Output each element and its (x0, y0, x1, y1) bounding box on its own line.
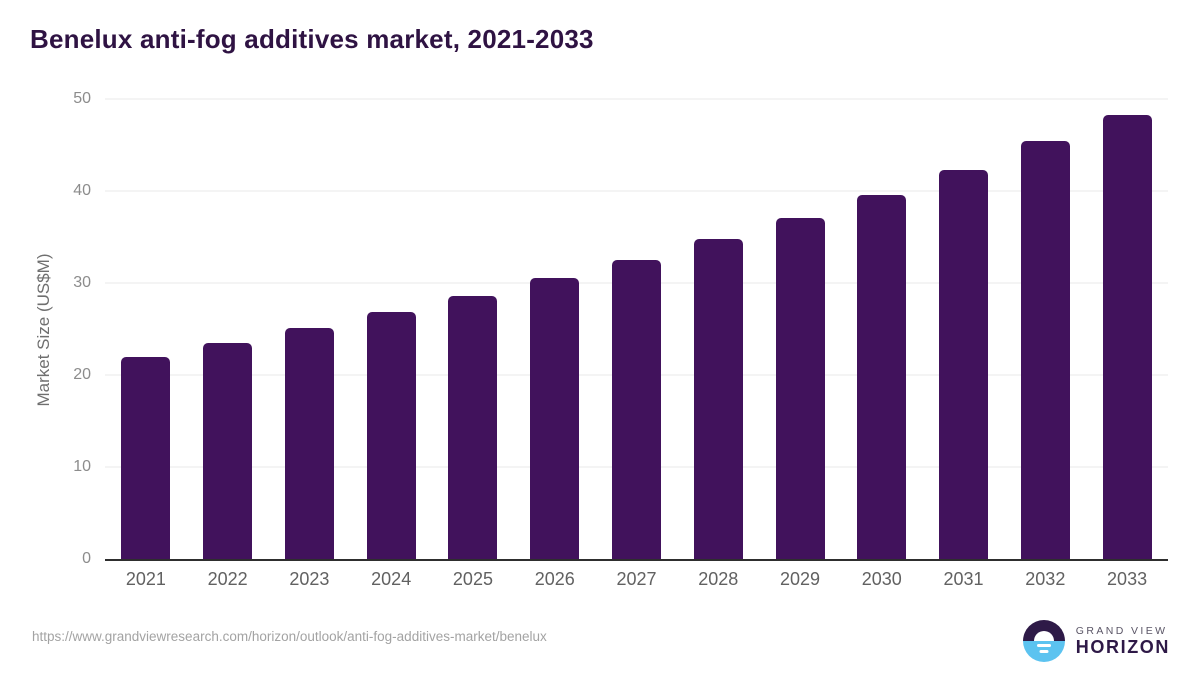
bar-2025 (448, 295, 498, 559)
y-tick-label: 30 (73, 274, 91, 291)
x-tick-label: 2028 (698, 569, 739, 589)
x-tick-label: 2023 (289, 569, 330, 589)
bar-slot (187, 99, 269, 559)
bar-slot (1004, 99, 1086, 559)
sun-reflection-line (1036, 644, 1051, 647)
bar-slot (596, 99, 678, 559)
x-tick-slot: 2027 (596, 569, 678, 590)
bar-slot (923, 99, 1005, 559)
bar-2024 (366, 312, 416, 559)
plot-area: 0 10 20 30 40 50 (73, 90, 1168, 567)
x-tick-slot: 2025 (432, 569, 514, 590)
logo-product-name: HORIZON (1075, 636, 1170, 657)
grand-view-horizon-logo: GRAND VIEW HORIZON (1022, 620, 1170, 662)
bar-slot (841, 99, 923, 559)
bar-slot (759, 99, 841, 559)
x-tick-slot: 2023 (269, 569, 351, 590)
x-tick-slot: 2026 (514, 569, 596, 590)
bar-2033 (1102, 114, 1152, 559)
y-tick-label: 10 (73, 458, 91, 475)
bar-slot (432, 99, 514, 559)
x-tick-slot: 2032 (1004, 569, 1086, 590)
bar-2022 (203, 342, 253, 559)
y-tick-label: 50 (73, 90, 91, 107)
y-tick-label: 40 (73, 182, 91, 199)
bar-2027 (611, 260, 661, 559)
bar-slot (269, 99, 351, 559)
bar-2030 (857, 194, 907, 559)
horizon-sun-icon (1022, 620, 1065, 662)
bar-2031 (939, 169, 989, 559)
x-tick-slot: 2031 (923, 569, 1005, 590)
bar-slot (514, 99, 596, 559)
x-tick-label: 2024 (371, 569, 412, 589)
chart-title: Benelux anti-fog additives market, 2021-… (30, 24, 594, 54)
gridline (105, 98, 1168, 100)
x-tick-slot: 2022 (187, 569, 269, 590)
bar-slot (105, 99, 187, 559)
x-tick-label: 2022 (207, 569, 248, 589)
sun-reflection-line (1039, 650, 1049, 653)
x-tick-label: 2030 (861, 569, 902, 589)
x-tick-label: 2032 (1025, 569, 1066, 589)
gridline (105, 190, 1168, 192)
bar-2023 (284, 328, 334, 559)
x-tick-label: 2021 (125, 569, 166, 589)
logo-text: GRAND VIEW HORIZON (1076, 625, 1170, 658)
y-tick-label: 20 (73, 366, 91, 383)
bar-slot (677, 99, 759, 559)
sun-shape (1033, 631, 1054, 641)
y-tick-label: 0 (82, 550, 91, 567)
x-tick-slot: 2028 (677, 569, 759, 590)
x-tick-slot: 2024 (350, 569, 432, 590)
logo-brand-name: GRAND VIEW (1075, 624, 1168, 637)
x-tick-label: 2027 (616, 569, 657, 589)
x-tick-slot: 2029 (759, 569, 841, 590)
bar-slot (1086, 99, 1168, 559)
x-tick-slot: 2033 (1086, 569, 1168, 590)
x-tick-label: 2031 (943, 569, 984, 589)
bar-slot (350, 99, 432, 559)
x-tick-label: 2033 (1107, 569, 1148, 589)
x-tick-label: 2029 (779, 569, 821, 589)
bar-2021 (121, 356, 171, 559)
bar-2029 (775, 217, 825, 559)
x-tick-slot: 2030 (841, 569, 923, 590)
x-tick-label: 2025 (452, 569, 493, 589)
bars-row (105, 99, 1168, 559)
bar-2028 (693, 238, 743, 559)
x-axis-labels: 2021 2022 2023 2024 2025 2026 2027 2028 2029 2030… (105, 569, 1168, 590)
y-axis-title: Market Size (US$M) (34, 253, 53, 407)
bar-2032 (1020, 141, 1070, 559)
bar-2026 (530, 278, 580, 559)
x-tick-slot: 2021 (105, 569, 187, 590)
x-tick-label: 2026 (534, 569, 575, 589)
source-url-text: https://www.grandviewresearch.com/horizo… (32, 629, 547, 644)
